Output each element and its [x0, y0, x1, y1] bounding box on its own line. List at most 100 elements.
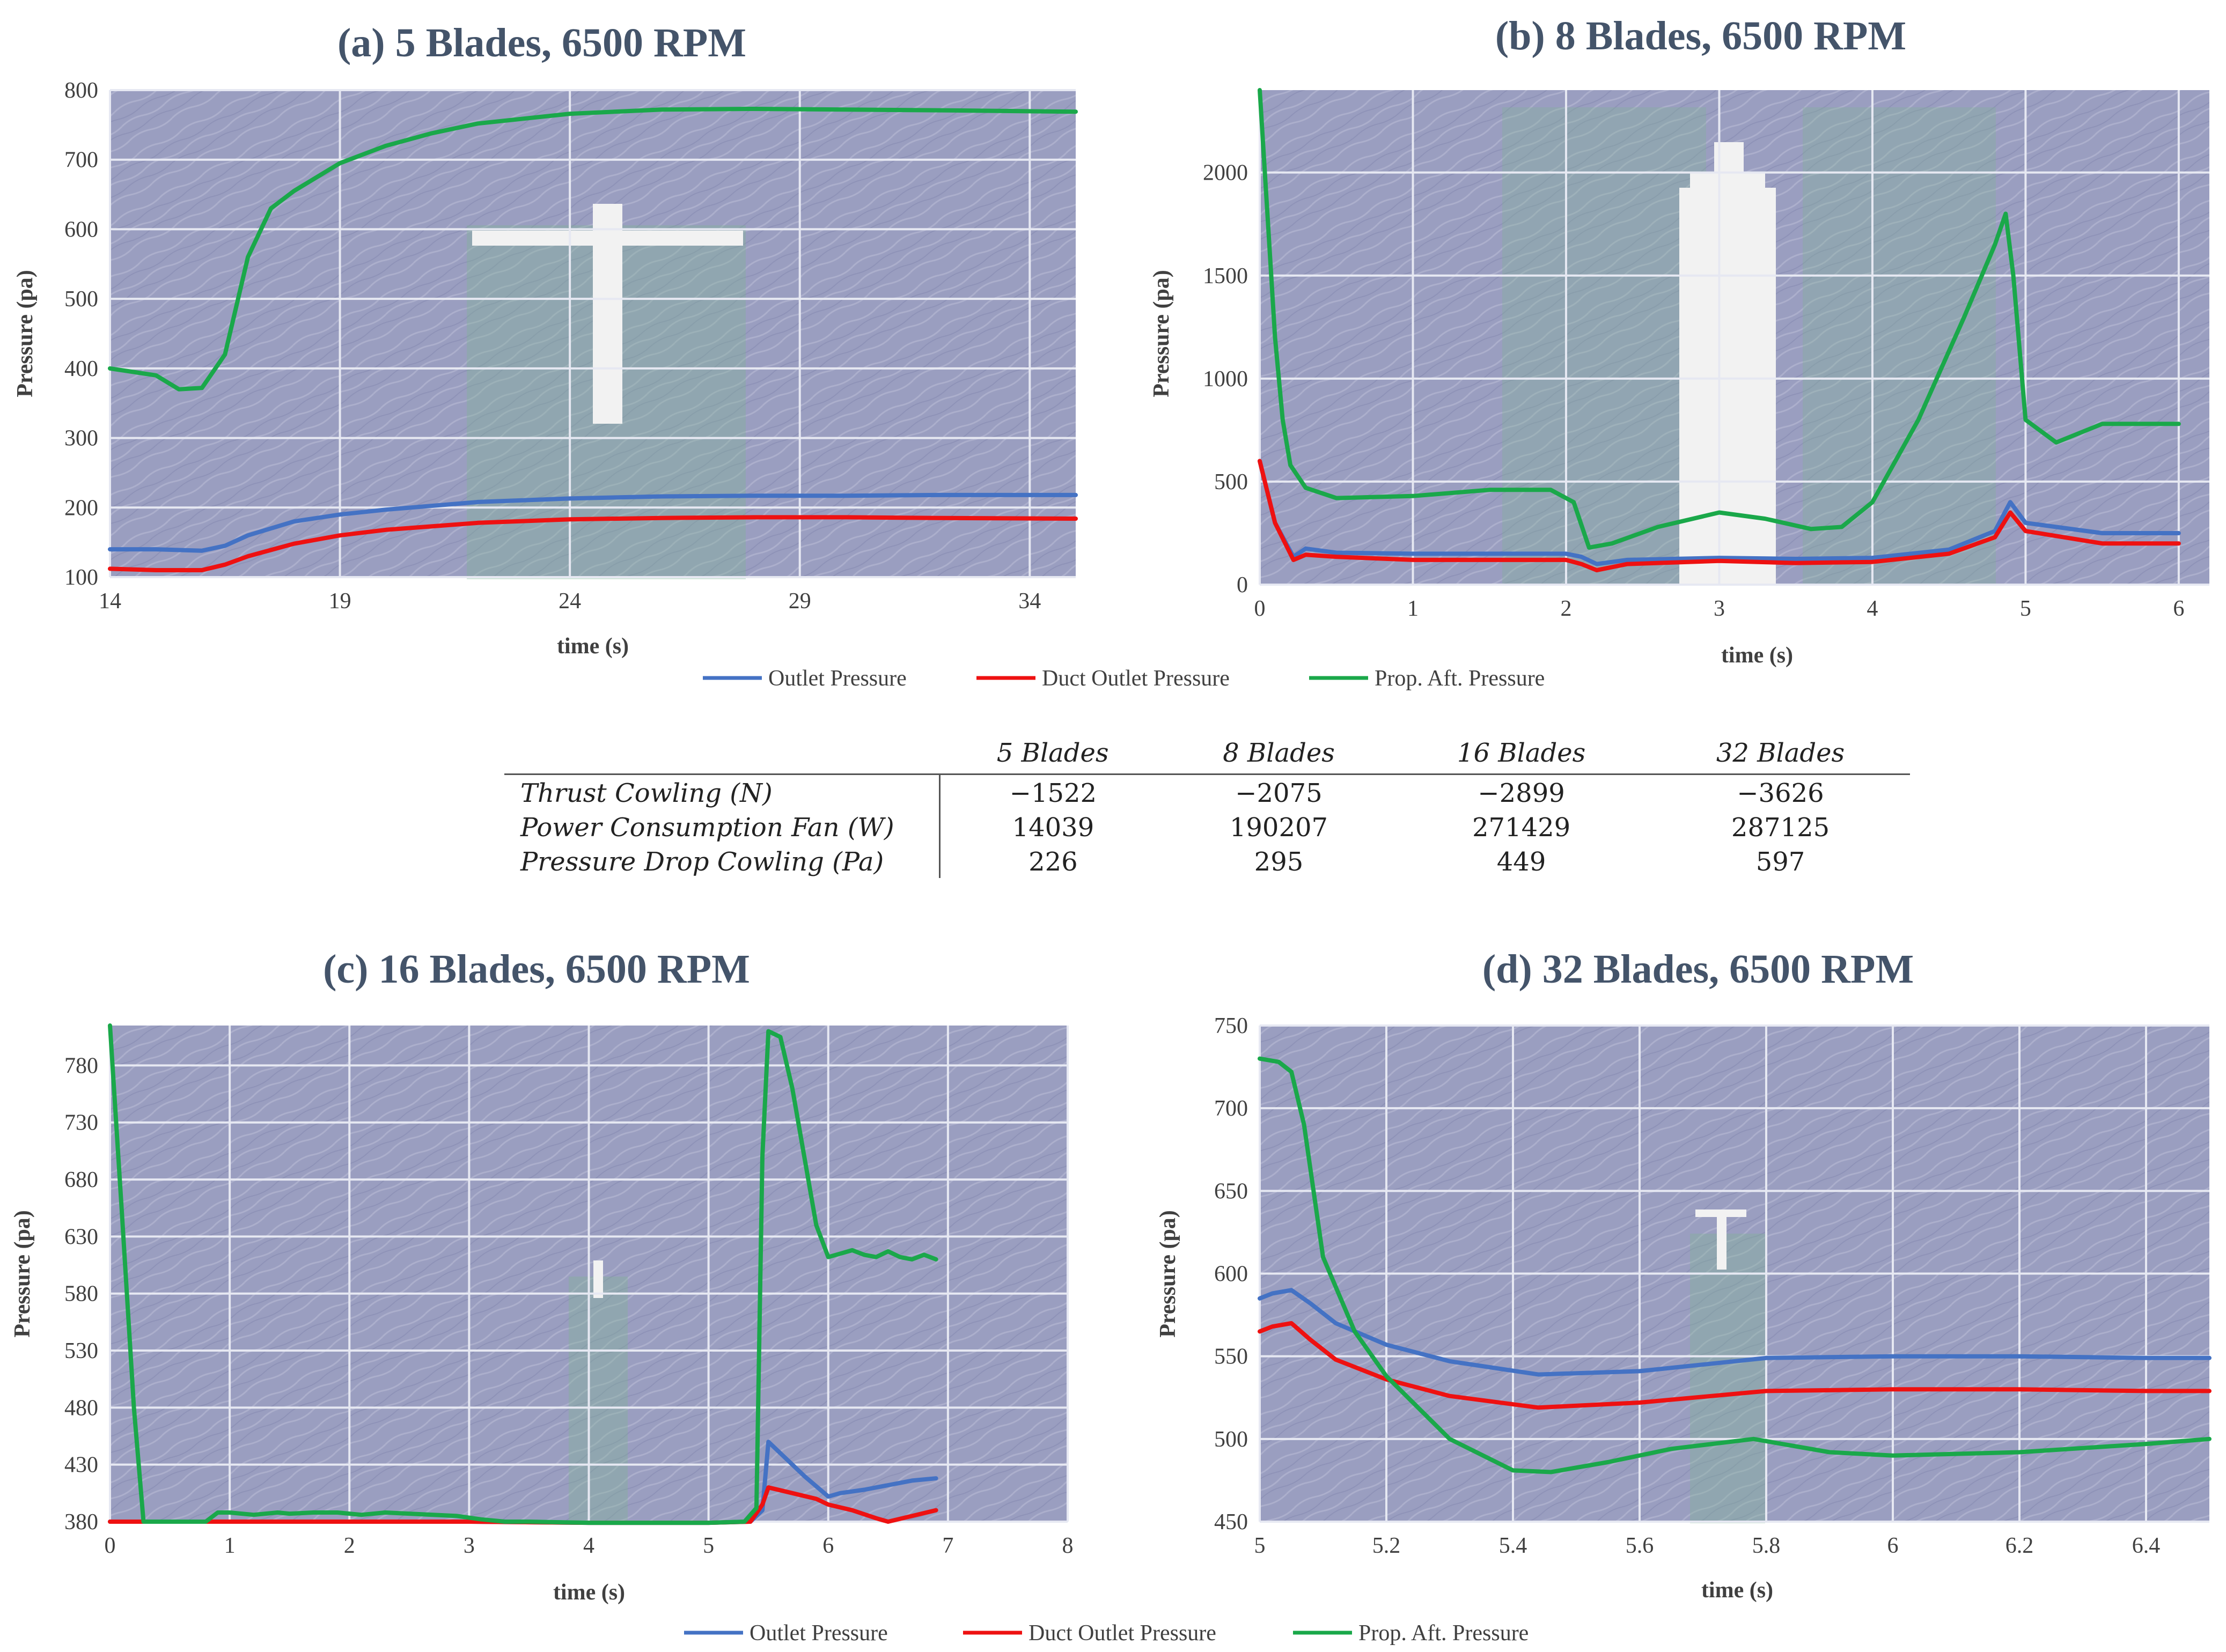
chart-d-xtick-label: 5 — [1254, 1533, 1266, 1558]
table-header-8-blades: 8 Blades — [1165, 736, 1392, 775]
chart-d-xtick-label: 6 — [1887, 1533, 1899, 1558]
chart-d-gridlines — [1259, 1024, 2209, 1523]
table-row: Thrust Cowling (N) −1522 −2075 −2899 −36… — [504, 774, 1910, 809]
chart-a-series-prop-aft-pressure — [108, 107, 1078, 392]
chart-a-ytick-label: 800 — [64, 78, 98, 103]
chart-c-ticks: 0 1 2 3 4 5 6 7 8 380 430 480 530 580 630 680 730 780 — [64, 1053, 1074, 1558]
chart-a-series-duct-outlet-pressure — [108, 515, 1078, 572]
chart-d-xtick-label: 5.4 — [1499, 1533, 1527, 1558]
chart-a-gridlines — [109, 89, 1076, 578]
chart-a-series-outlet-pressure — [108, 492, 1078, 553]
chart-c-xtick-label: 8 — [1062, 1533, 1074, 1558]
row-label-pressure-drop: Pressure Drop Cowling (Pa) — [504, 844, 941, 878]
chart-c-xtick-label: 1 — [224, 1533, 236, 1558]
chart-b-xtick-label: 0 — [1254, 596, 1266, 621]
chart-a-ticks: 14 19 24 29 34 100 200 300 400 500 600 700 800 — [64, 78, 1041, 614]
table-header-5-blades: 5 Blades — [939, 736, 1166, 775]
chart-a-ylabel: Pressure (pa) — [13, 270, 38, 397]
chart-b-ytick-label: 1000 — [1203, 367, 1248, 392]
chart-c-series-duct-outlet-pressure — [108, 1485, 938, 1525]
chart-b-ytick-label: 0 — [1237, 573, 1248, 598]
chart-b-xtick-label: 5 — [2020, 596, 2031, 621]
legend-label: Duct Outlet Pressure — [1042, 666, 1230, 691]
table-corner — [504, 736, 940, 775]
chart-d-series-outlet-pressure — [1258, 1288, 2212, 1377]
chart-b-ytick-label: 500 — [1214, 470, 1248, 495]
legend-label: Outlet Pressure — [750, 1621, 888, 1646]
chart-d-ticks: 5 5.2 5.4 5.6 5.8 6 6.2 6.4 450 500 550 600 650 700 75… — [1214, 1014, 2160, 1558]
chart-a-xtick-label: 34 — [1018, 589, 1041, 614]
chart-d-xtick-label: 6.4 — [2132, 1533, 2161, 1558]
chart-d-ytick-label: 650 — [1214, 1179, 1248, 1204]
table-cell: 449 — [1496, 847, 1546, 877]
chart-b-series-duct-outlet-pressure — [1258, 459, 2181, 573]
legend-top: Outlet Pressure Duct Outlet Pressure Prop.… — [703, 666, 1545, 691]
chart-d-ylabel: Pressure (pa) — [1156, 1210, 1180, 1338]
chart-c-ytick-label: 680 — [64, 1168, 98, 1192]
chart-b-xlabel: time (s) — [1721, 643, 1793, 668]
table-cell: 190207 — [1229, 813, 1328, 843]
table-cell: 597 — [1755, 847, 1805, 877]
chart-c-ytick-label: 380 — [64, 1510, 98, 1535]
chart-d: (d) 32 Blades, 6500 RPM 5 5.2 5.4 5.6 5.8 6 6.… — [1156, 947, 2212, 1603]
chart-c-xlabel: time (s) — [553, 1580, 625, 1605]
chart-c-xtick-label: 2 — [344, 1533, 355, 1558]
chart-c-xtick-label: 7 — [942, 1533, 953, 1558]
legend-label: Prop. Aft. Pressure — [1375, 666, 1545, 691]
chart-b: (b) 8 Blades, 6500 RPM 0 1 2 3 4 5 6 0 500 1000 15… — [1149, 13, 2209, 668]
chart-d-lines — [1258, 1056, 2212, 1474]
chart-d-title: (d) 32 Blades, 6500 RPM — [1482, 947, 1914, 992]
chart-c-ytick-label: 630 — [64, 1225, 98, 1249]
chart-a-ytick-label: 600 — [64, 217, 98, 242]
chart-a-xtick-label: 24 — [559, 589, 581, 614]
table-cell: 226 — [1028, 847, 1078, 877]
chart-c-xtick-label: 5 — [703, 1533, 714, 1558]
chart-b-xtick-label: 1 — [1407, 596, 1419, 621]
chart-d-series-prop-aft-pressure — [1258, 1056, 2212, 1474]
chart-c-airflow-illustration — [569, 1260, 628, 1523]
chart-c-ytick-label: 780 — [64, 1053, 98, 1078]
chart-a-ytick-label: 400 — [64, 357, 98, 381]
chart-b-lines — [1258, 88, 2181, 573]
table-cell: 287125 — [1731, 813, 1830, 843]
chart-b-series-prop-aft-pressure — [1258, 88, 2181, 550]
chart-c-xtick-label: 3 — [464, 1533, 475, 1558]
table-header-row: 5 Blades 8 Blades 16 Blades 32 Blades — [504, 736, 1910, 775]
table-cell: 271429 — [1472, 813, 1571, 843]
chart-d-airflow-illustration — [1690, 1210, 1765, 1523]
chart-a-ytick-label: 200 — [64, 496, 98, 520]
chart-a-ytick-label: 300 — [64, 426, 98, 451]
chart-b-xtick-label: 3 — [1714, 596, 1725, 621]
chart-c-xtick-label: 0 — [105, 1533, 116, 1558]
row-label-thrust: Thrust Cowling (N) — [504, 774, 941, 809]
chart-d-series-duct-outlet-pressure — [1258, 1321, 2212, 1410]
legend-label: Outlet Pressure — [768, 666, 907, 691]
chart-a: (a) 5 Blades, 6500 RPM 14 19 24 29 34 100 200 3… — [13, 20, 1078, 659]
chart-d-xtick-label: 6.2 — [2005, 1533, 2034, 1558]
chart-c: (c) 16 Blades, 6500 RPM 0 1 2 3 4 5 6 7 8 380 430 4… — [10, 947, 1074, 1605]
chart-d-xtick-label: 5.8 — [1752, 1533, 1781, 1558]
chart-b-title: (b) 8 Blades, 6500 RPM — [1495, 13, 1906, 58]
chart-d-xtick-label: 5.2 — [1372, 1533, 1401, 1558]
chart-a-xtick-label: 14 — [99, 589, 121, 614]
chart-b-ytick-label: 2000 — [1203, 161, 1248, 186]
table-cell: −1522 — [1009, 778, 1097, 808]
chart-b-ticks: 0 1 2 3 4 5 6 0 500 1000 1500 2000 — [1203, 161, 2184, 621]
chart-c-ytick-label: 530 — [64, 1339, 98, 1363]
chart-b-gridlines — [1259, 90, 2209, 586]
chart-a-xtick-label: 19 — [329, 589, 351, 614]
chart-a-xlabel: time (s) — [557, 634, 629, 659]
chart-a-ytick-label: 700 — [64, 148, 98, 173]
table-row: Pressure Drop Cowling (Pa) 226 295 449 5… — [504, 844, 1910, 878]
chart-a-ytick-label: 500 — [64, 287, 98, 312]
chart-c-ytick-label: 580 — [64, 1282, 98, 1307]
chart-b-ytick-label: 1500 — [1203, 264, 1248, 289]
table-cell: −3626 — [1737, 778, 1824, 808]
chart-b-ylabel: Pressure (pa) — [1149, 270, 1174, 397]
chart-b-xtick-label: 4 — [1867, 596, 1878, 621]
chart-d-ytick-label: 450 — [1214, 1510, 1248, 1535]
chart-c-title: (c) 16 Blades, 6500 RPM — [323, 947, 750, 992]
chart-c-ytick-label: 480 — [64, 1396, 98, 1420]
legend-label: Prop. Aft. Pressure — [1358, 1621, 1529, 1646]
